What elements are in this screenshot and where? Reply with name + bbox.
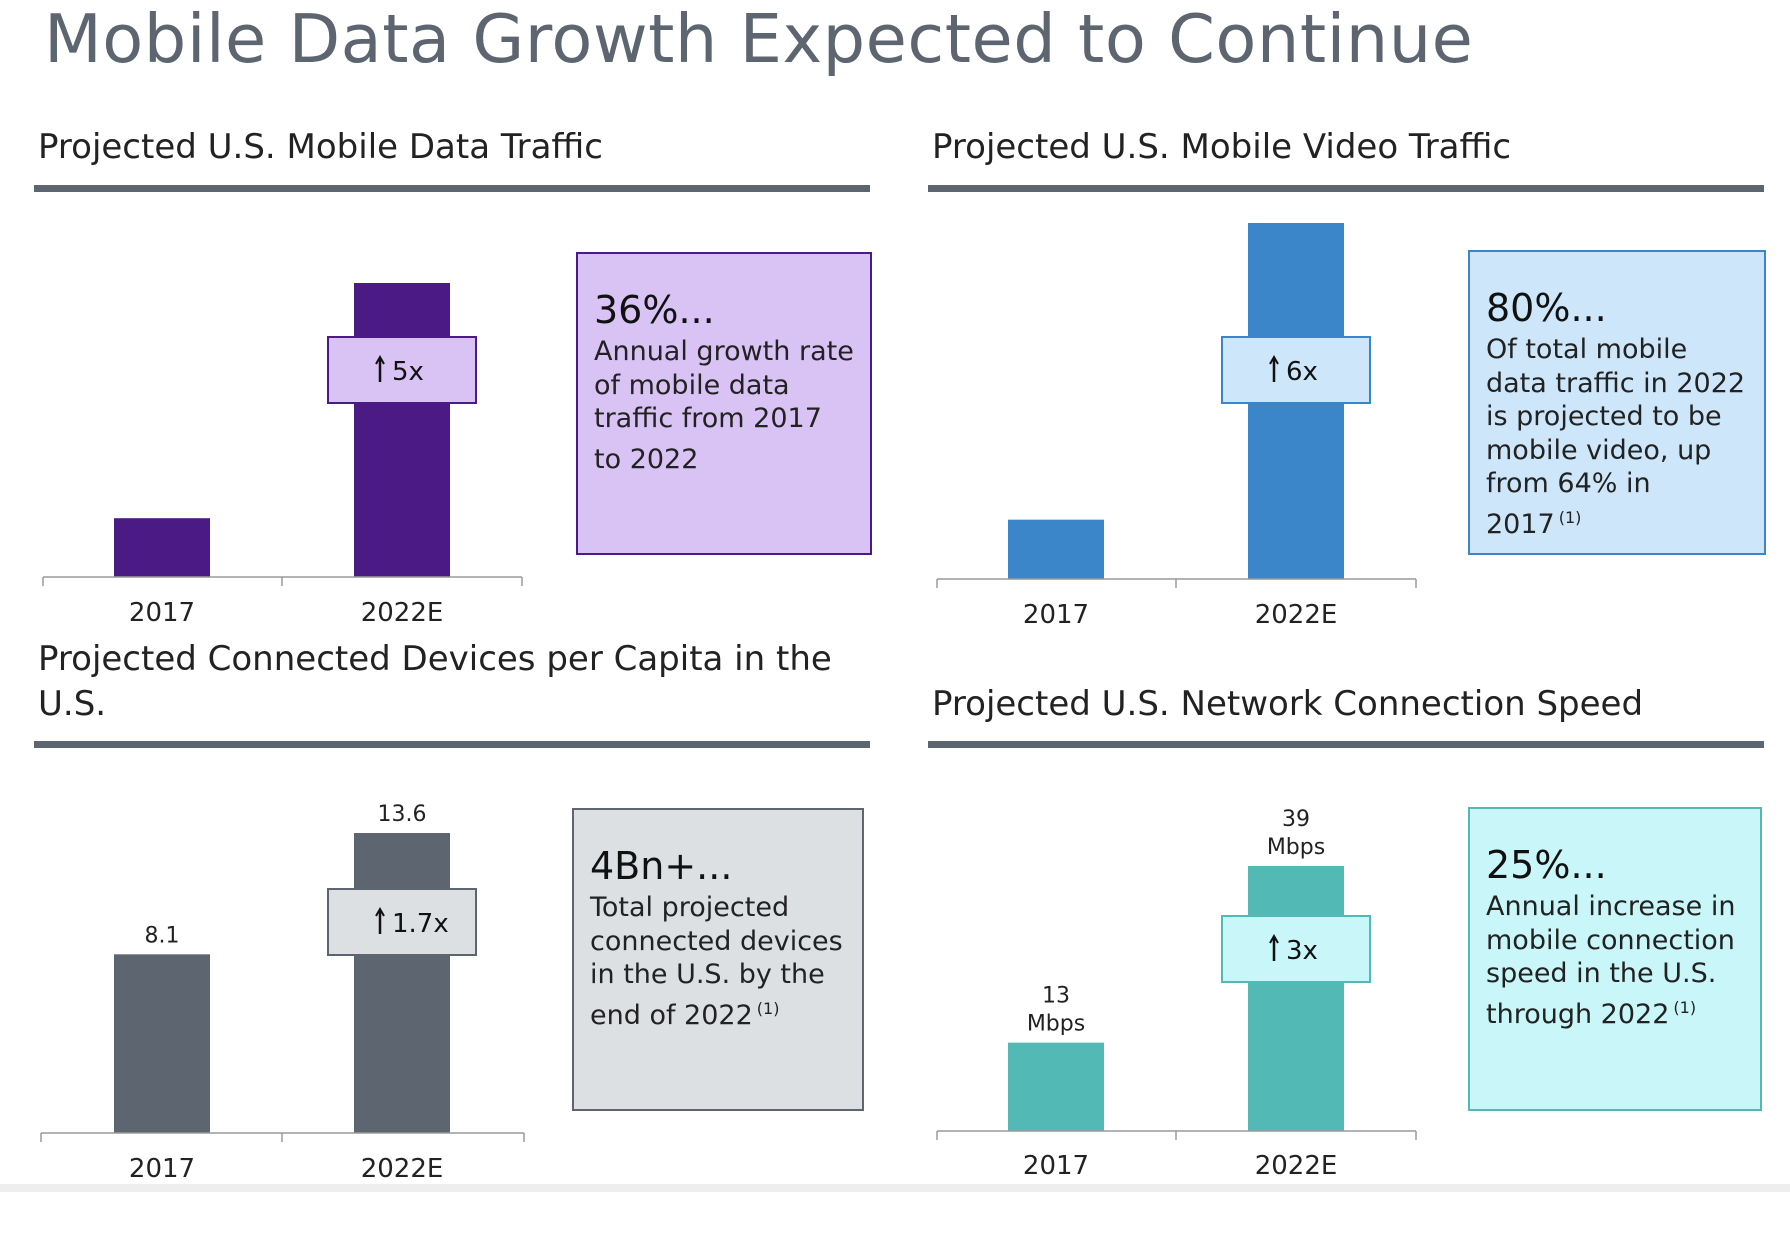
- x-tick-label: 2017: [1023, 600, 1089, 630]
- multiplier-box: [327, 888, 477, 956]
- bar-2017: [1008, 1042, 1104, 1131]
- callout-body: Annual increase in mobile connection spe…: [1486, 891, 1736, 1030]
- x-tick-label: 2022E: [1255, 1151, 1338, 1181]
- data-label: 13: [1042, 984, 1070, 1009]
- bar-2022E: [1248, 866, 1344, 1131]
- x-tick-label: 2017: [1023, 1151, 1089, 1181]
- bar-chart: 13 Mbps 2017 39 Mbps 2022E 3x: [936, 807, 1417, 1181]
- callout-box: 25%... Annual increase in mobile connect…: [1468, 807, 1762, 1111]
- callout-headline: 36%...: [594, 288, 715, 332]
- up-arrow-head-icon: [1269, 354, 1279, 365]
- data-label: Mbps: [1267, 835, 1325, 860]
- title-rule: [34, 185, 870, 192]
- panel-title: Projected Connected Devices per Capita i…: [38, 639, 832, 724]
- footnote-marker: (1): [1558, 507, 1582, 527]
- panel-connection-speed: Projected U.S. Network Connection Speed …: [928, 682, 1768, 1242]
- callout-headline: 4Bn+...: [590, 844, 733, 888]
- multiplier-box: [1221, 915, 1371, 983]
- callout-text: Annual increase in mobile connection spe…: [1486, 890, 1744, 1031]
- multiplier-label: 1.7x: [392, 909, 449, 939]
- data-label: 8.1: [145, 923, 180, 948]
- panel-connected-devices: Projected Connected Devices per Capita i…: [34, 637, 874, 1197]
- callout-box: 4Bn+... Total projected connected device…: [572, 808, 864, 1111]
- x-tick-label: 2022E: [361, 598, 444, 628]
- up-arrow-head-icon: [1269, 933, 1279, 944]
- multiplier-label: 3x: [1286, 936, 1318, 966]
- x-tick-label: 2017: [129, 598, 195, 628]
- callout-box: 36%... Annual growth rate of mobile data…: [576, 252, 872, 555]
- panel-mobile-video-traffic: Projected U.S. Mobile Video Traffic 2017…: [928, 125, 1768, 685]
- bar-2022E: [354, 283, 450, 577]
- callout-headline: 25%...: [1486, 843, 1607, 887]
- multiplier-box: [327, 336, 477, 404]
- title-rule: [34, 741, 870, 748]
- bar-2017: [1008, 519, 1104, 579]
- callout-body: Of total mobile data traffic in 2022 is …: [1486, 334, 1746, 540]
- callout-headline: 80%...: [1486, 286, 1607, 330]
- data-label: 13.6: [378, 802, 427, 827]
- multiplier-label: 6x: [1286, 357, 1318, 387]
- multiplier-label: 5x: [392, 357, 424, 387]
- title-rule: [928, 741, 1764, 748]
- footnote-marker: (1): [756, 998, 780, 1018]
- bar-chart: 2017 2022E 5x: [42, 283, 523, 628]
- callout-text: Annual growth rate of mobile data traffi…: [594, 335, 854, 476]
- bar-chart: 8.1 2017 13.6 2022E 1.7x: [40, 802, 525, 1184]
- callout-text: Total projected connected devices in the…: [590, 891, 846, 1032]
- x-tick-label: 2022E: [361, 1154, 444, 1184]
- up-arrow-head-icon: [375, 906, 385, 917]
- bar-2017: [114, 518, 210, 577]
- multiplier-box: [1221, 336, 1371, 404]
- x-tick-label: 2022E: [1255, 600, 1338, 630]
- bar-2017: [114, 954, 210, 1133]
- bar-2022E: [354, 833, 450, 1133]
- data-label: 39: [1282, 807, 1310, 832]
- data-label: Mbps: [1027, 1012, 1085, 1037]
- callout-box: 80%... Of total mobile data traffic in 2…: [1468, 250, 1766, 555]
- panel-title: Projected U.S. Mobile Data Traffic: [38, 127, 604, 167]
- footnote-marker: (1): [1673, 997, 1697, 1017]
- callout-body: Annual growth rate of mobile data traffi…: [594, 336, 854, 475]
- callout-text: Of total mobile data traffic in 2022 is …: [1486, 333, 1748, 541]
- panel-mobile-data-traffic: Projected U.S. Mobile Data Traffic 2017 2…: [34, 125, 874, 685]
- bottom-strip: [0, 1184, 1790, 1192]
- page-title: Mobile Data Growth Expected to Continue: [44, 0, 1474, 78]
- panel-title: Projected U.S. Network Connection Speed: [932, 684, 1644, 724]
- x-tick-label: 2017: [129, 1154, 195, 1184]
- up-arrow-head-icon: [375, 354, 385, 365]
- callout-body: Total projected connected devices in the…: [590, 892, 843, 1031]
- panel-title: Projected U.S. Mobile Video Traffic: [932, 127, 1512, 167]
- title-rule: [928, 185, 1764, 192]
- bar-chart: 2017 2022E 6x: [936, 223, 1417, 630]
